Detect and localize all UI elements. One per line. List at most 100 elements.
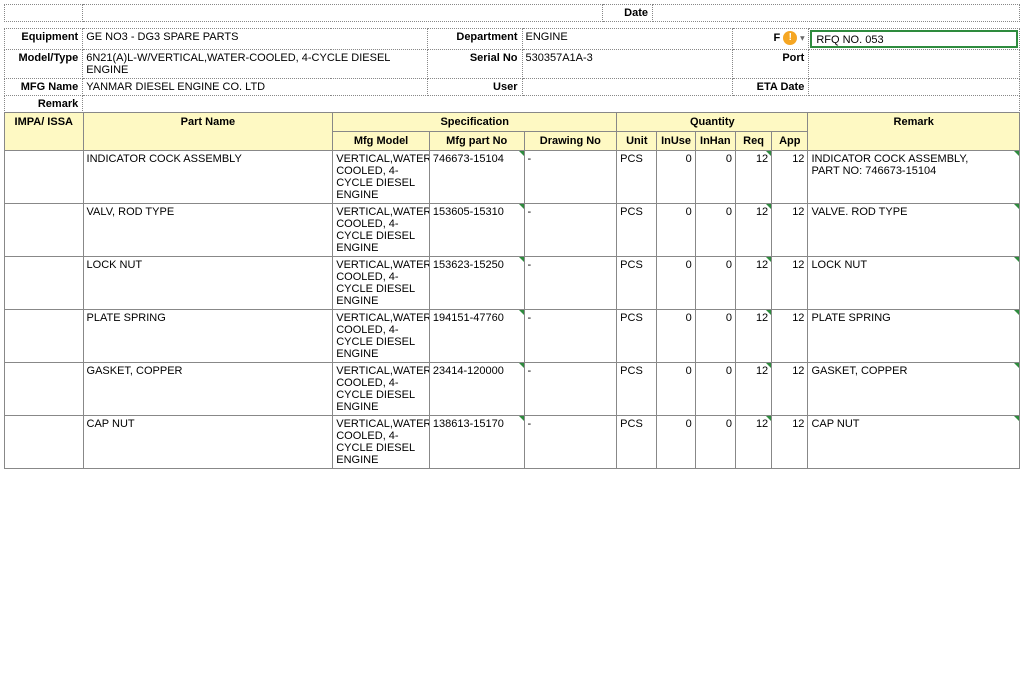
mfg-value[interactable]: YANMAR DIESEL ENGINE CO. LTD [83, 79, 428, 96]
cell-part[interactable]: PLATE SPRING [83, 310, 333, 363]
cell-part[interactable]: INDICATOR COCK ASSEMBLY [83, 151, 333, 204]
cell-part[interactable]: CAP NUT [83, 416, 333, 469]
cell-unit[interactable]: PCS [617, 204, 657, 257]
cell-part[interactable]: GASKET, COPPER [83, 363, 333, 416]
cell-app[interactable]: 12 [772, 151, 808, 204]
cell-mfgpart[interactable]: 153623-15250 [429, 257, 524, 310]
cell-inhan[interactable]: 0 [695, 151, 735, 204]
cell-app[interactable]: 12 [772, 416, 808, 469]
cell-mfgmodel[interactable]: VERTICAL,WATER-COOLED, 4-CYCLE DIESEL EN… [333, 204, 430, 257]
cell-app[interactable]: 12 [772, 204, 808, 257]
cell-inuse[interactable]: 0 [657, 310, 695, 363]
cell-inuse[interactable]: 0 [657, 204, 695, 257]
model-value[interactable]: 6N21(A)L-W/VERTICAL,WATER-COOLED, 4-CYCL… [83, 50, 428, 79]
cell-unit[interactable]: PCS [617, 151, 657, 204]
cell-inhan[interactable]: 0 [695, 310, 735, 363]
col-remark[interactable]: Remark [808, 113, 1020, 151]
col-drawing[interactable]: Drawing No [524, 132, 617, 151]
rfq-cell[interactable]: RFQ NO. 053 [809, 29, 1020, 50]
cell-mfgpart[interactable]: 138613-15170 [429, 416, 524, 469]
cell-inuse[interactable]: 0 [657, 416, 695, 469]
cell-remark[interactable]: VALVE. ROD TYPE [808, 204, 1020, 257]
port-value[interactable] [809, 50, 1020, 79]
table-row[interactable]: LOCK NUTVERTICAL,WATER-COOLED, 4-CYCLE D… [5, 257, 1020, 310]
cell-req[interactable]: 12 [735, 416, 771, 469]
cell-app[interactable]: 12 [772, 257, 808, 310]
cell-mfgmodel[interactable]: VERTICAL,WATER-COOLED, 4-CYCLE DIESEL EN… [333, 310, 430, 363]
eta-value[interactable] [809, 79, 1020, 96]
serial-value[interactable]: 530357A1A-3 [522, 50, 733, 79]
cell-unit[interactable]: PCS [617, 363, 657, 416]
chevron-down-icon[interactable]: ▾ [800, 34, 804, 43]
equipment-value[interactable]: GE NO3 - DG3 SPARE PARTS [83, 29, 428, 50]
cell-drawing[interactable]: - [524, 257, 617, 310]
cell-mfgpart[interactable]: 746673-15104 [429, 151, 524, 204]
cell-unit[interactable]: PCS [617, 416, 657, 469]
table-row[interactable]: CAP NUTVERTICAL,WATER-COOLED, 4-CYCLE DI… [5, 416, 1020, 469]
cell-part[interactable]: VALV, ROD TYPE [83, 204, 333, 257]
cell-req[interactable]: 12 [735, 363, 771, 416]
col-unit[interactable]: Unit [617, 132, 657, 151]
remark-value[interactable] [83, 96, 1020, 113]
cell-mfgmodel[interactable]: VERTICAL,WATER-COOLED, 4-CYCLE DIESEL EN… [333, 151, 430, 204]
cell-remark[interactable]: GASKET, COPPER [808, 363, 1020, 416]
cell-mfgpart[interactable]: 194151-47760 [429, 310, 524, 363]
cell-inuse[interactable]: 0 [657, 257, 695, 310]
cell-inuse[interactable]: 0 [657, 151, 695, 204]
cell-drawing[interactable]: - [524, 151, 617, 204]
parts-table: IMPA/ ISSA Part Name Specification Quant… [4, 112, 1020, 469]
cell-drawing[interactable]: - [524, 310, 617, 363]
cell-req[interactable]: 12 [735, 257, 771, 310]
cell-req[interactable]: 12 [735, 204, 771, 257]
cell-mfgmodel[interactable]: VERTICAL,WATER-COOLED, 4-CYCLE DIESEL EN… [333, 257, 430, 310]
cell-mfgmodel[interactable]: VERTICAL,WATER-COOLED, 4-CYCLE DIESEL EN… [333, 363, 430, 416]
cell-unit[interactable]: PCS [617, 257, 657, 310]
cell-impa[interactable] [5, 416, 84, 469]
cell-mfgpart[interactable]: 23414-120000 [429, 363, 524, 416]
cell-part[interactable]: LOCK NUT [83, 257, 333, 310]
cell-impa[interactable] [5, 151, 84, 204]
cell-inuse[interactable]: 0 [657, 363, 695, 416]
cell-inhan[interactable]: 0 [695, 257, 735, 310]
cell-remark[interactable]: CAP NUT [808, 416, 1020, 469]
cell-drawing[interactable]: - [524, 416, 617, 469]
cell-app[interactable]: 12 [772, 310, 808, 363]
col-app[interactable]: App [772, 132, 808, 151]
department-value[interactable]: ENGINE [522, 29, 733, 50]
cell-req[interactable]: 12 [735, 151, 771, 204]
date-value[interactable] [653, 5, 1020, 22]
table-row[interactable]: GASKET, COPPERVERTICAL,WATER-COOLED, 4-C… [5, 363, 1020, 416]
rfq-input[interactable]: RFQ NO. 053 [810, 30, 1018, 48]
cell-remark[interactable]: PLATE SPRING [808, 310, 1020, 363]
cell-inhan[interactable]: 0 [695, 204, 735, 257]
cell-drawing[interactable]: - [524, 363, 617, 416]
cell-remark[interactable]: INDICATOR COCK ASSEMBLY, PART NO: 746673… [808, 151, 1020, 204]
table-row[interactable]: PLATE SPRINGVERTICAL,WATER-COOLED, 4-CYC… [5, 310, 1020, 363]
user-value[interactable] [522, 79, 733, 96]
col-inuse[interactable]: InUse [657, 132, 695, 151]
remark-label: Remark [5, 96, 83, 113]
cell-impa[interactable] [5, 257, 84, 310]
cell-mfgmodel[interactable]: VERTICAL,WATER-COOLED, 4-CYCLE DIESEL EN… [333, 416, 430, 469]
table-row[interactable]: INDICATOR COCK ASSEMBLYVERTICAL,WATER-CO… [5, 151, 1020, 204]
cell-mfgpart[interactable]: 153605-15310 [429, 204, 524, 257]
table-row[interactable]: VALV, ROD TYPEVERTICAL,WATER-COOLED, 4-C… [5, 204, 1020, 257]
warning-icon[interactable]: ! [783, 31, 797, 45]
col-mfgpart[interactable]: Mfg part No [429, 132, 524, 151]
cell-impa[interactable] [5, 310, 84, 363]
cell-app[interactable]: 12 [772, 363, 808, 416]
col-impa[interactable]: IMPA/ ISSA [5, 113, 84, 151]
cell-impa[interactable] [5, 204, 84, 257]
col-req[interactable]: Req [735, 132, 771, 151]
cell-inhan[interactable]: 0 [695, 363, 735, 416]
col-mfgmodel[interactable]: Mfg Model [333, 132, 430, 151]
cell-unit[interactable]: PCS [617, 310, 657, 363]
cell-remark[interactable]: LOCK NUT [808, 257, 1020, 310]
cell-impa[interactable] [5, 363, 84, 416]
cell-inhan[interactable]: 0 [695, 416, 735, 469]
cell-req[interactable]: 12 [735, 310, 771, 363]
cell-drawing[interactable]: - [524, 204, 617, 257]
col-inhan[interactable]: InHan [695, 132, 735, 151]
equipment-label: Equipment [5, 29, 83, 50]
col-part[interactable]: Part Name [83, 113, 333, 151]
